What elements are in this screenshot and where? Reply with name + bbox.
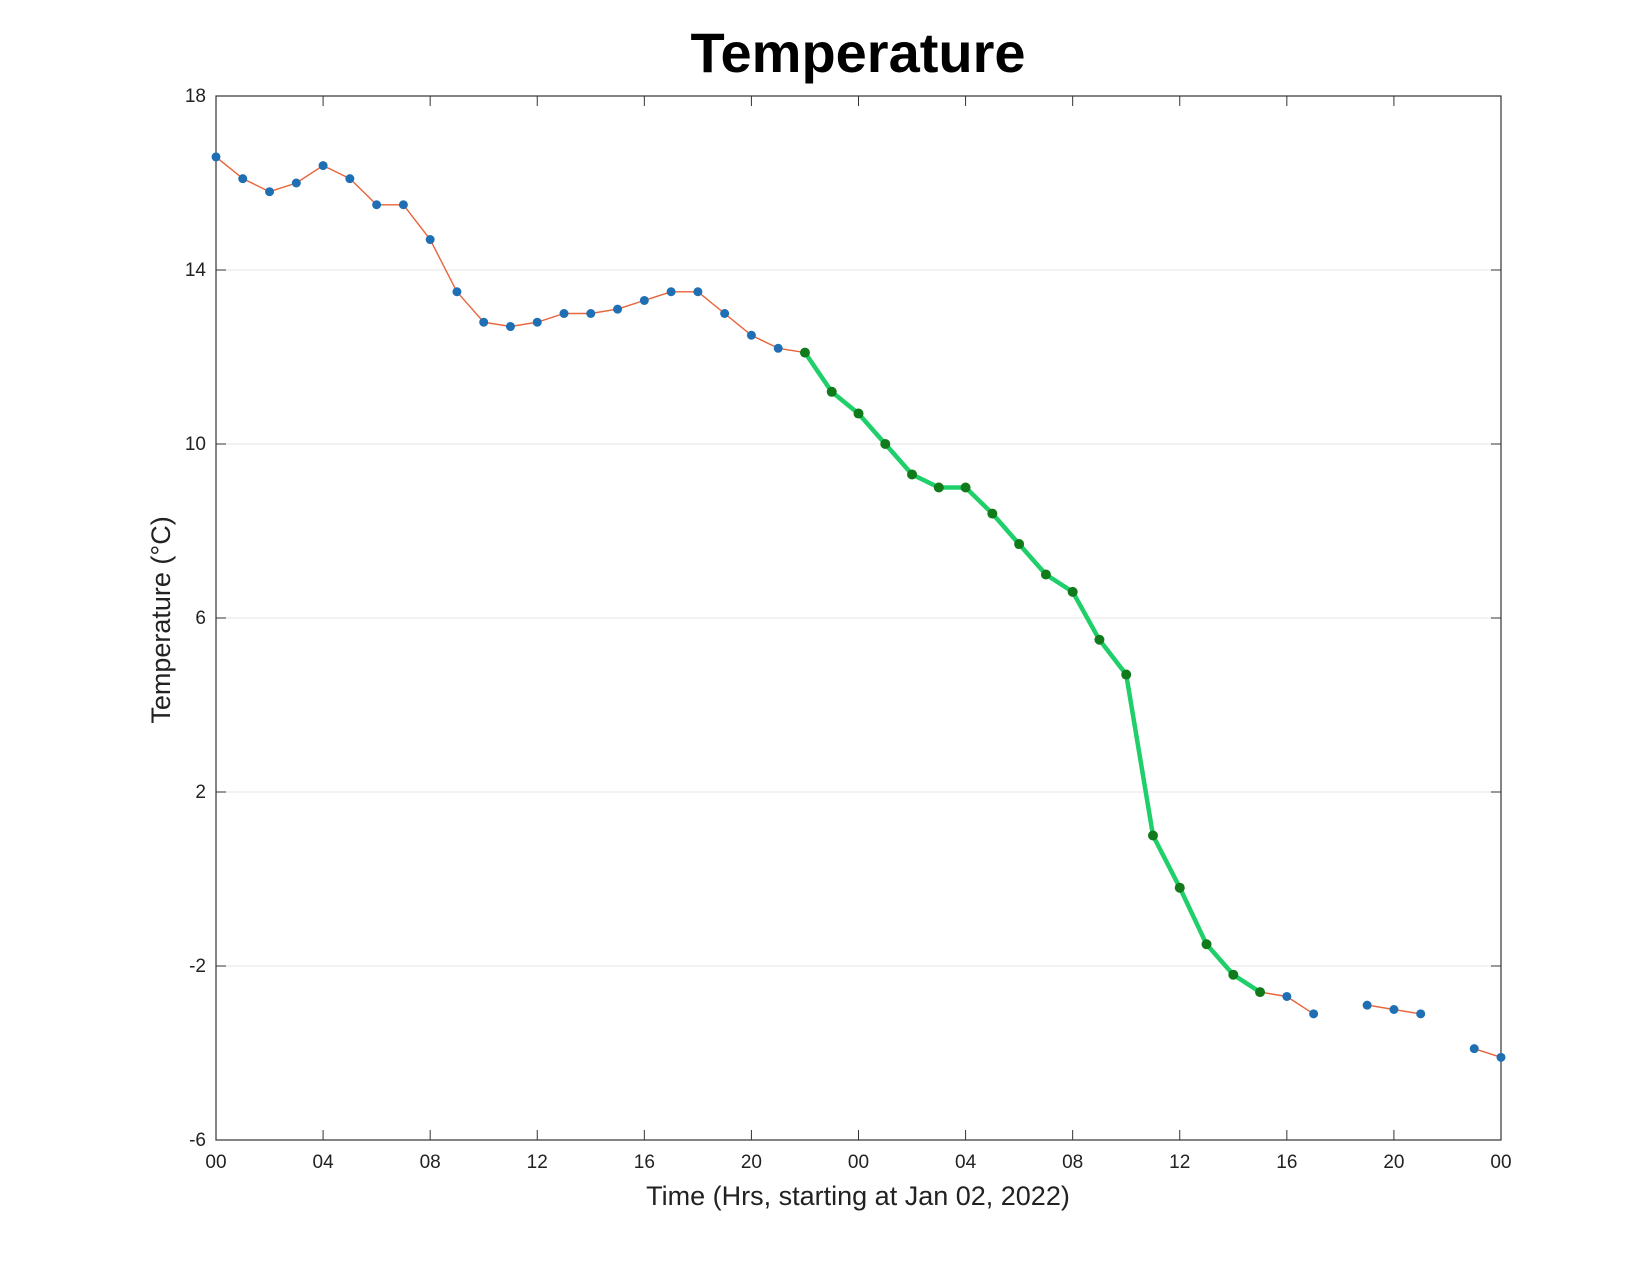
data-point: [773, 343, 783, 353]
highlight-point: [960, 482, 971, 493]
y-tick-label: -2: [189, 956, 206, 977]
highlight-point: [1014, 539, 1025, 550]
x-tick-label: 04: [955, 1152, 977, 1173]
x-tick-label: 16: [634, 1152, 655, 1173]
data-point: [559, 309, 569, 318]
chart-title: Temperature: [690, 21, 1025, 84]
highlight-point: [1121, 669, 1132, 680]
series-line: [215, 156, 1314, 1015]
data-point: [1496, 1052, 1506, 1062]
data-point: [1469, 1044, 1479, 1054]
y-axis-label: Temperature (°C): [146, 516, 176, 723]
data-point: [639, 295, 649, 305]
data-point: [586, 309, 596, 318]
y-tick-label: 14: [185, 260, 207, 281]
data-point: [452, 287, 462, 297]
highlight-point: [799, 347, 810, 358]
x-tick-label: 20: [741, 1152, 762, 1173]
highlight-point: [987, 508, 998, 519]
highlight-point: [880, 439, 891, 449]
grid-lines: [216, 269, 1501, 967]
data-point: [425, 235, 435, 245]
data-point: [532, 317, 542, 327]
highlight-point: [1201, 939, 1212, 950]
x-tick-label: 00: [1490, 1152, 1511, 1173]
highlight-point: [1067, 586, 1078, 597]
x-axis-label: Time (Hrs, starting at Jan 02, 2022): [646, 1181, 1070, 1211]
data-point: [505, 322, 515, 332]
data-point: [720, 309, 730, 318]
axis-ticks: -6 -2 2 6 10 14 18 00 04 08 12 16 20 00 04 08 12 16 20 00: [185, 86, 1512, 1173]
data-point: [398, 200, 408, 210]
data-point: [613, 304, 623, 314]
highlight-point: [826, 386, 837, 397]
data-point: [318, 161, 328, 171]
x-tick-label: 20: [1383, 1152, 1404, 1173]
temperature-series: [211, 152, 1506, 1062]
data-point: [345, 174, 355, 184]
x-tick-label: 16: [1276, 1152, 1297, 1173]
x-tick-label: 00: [848, 1152, 869, 1173]
highlight-point: [1094, 634, 1105, 645]
y-tick-label: -6: [189, 1130, 206, 1151]
x-tick-label: 12: [1169, 1152, 1190, 1173]
x-tick-label: 04: [313, 1152, 335, 1173]
series-layer: [211, 152, 1506, 1062]
highlight-point: [1174, 882, 1185, 893]
data-point: [211, 152, 221, 162]
series-line: [1473, 1048, 1502, 1058]
highlight-point: [1147, 830, 1158, 841]
highlight-series: [799, 347, 1266, 998]
y-tick-label: 10: [185, 434, 206, 455]
data-point: [238, 174, 248, 184]
highlight-point: [933, 482, 944, 493]
data-point: [291, 178, 301, 188]
highlight-point: [853, 408, 864, 419]
x-tick-label: 12: [527, 1152, 548, 1173]
data-point: [746, 330, 756, 340]
data-point: [372, 200, 382, 210]
data-point: [693, 287, 703, 297]
x-tick-label: 08: [1062, 1152, 1083, 1173]
highlight-point: [1255, 987, 1266, 998]
highlight-point: [1228, 969, 1239, 980]
x-tick-label: 00: [205, 1152, 226, 1173]
highlight-point: [907, 469, 918, 480]
data-point: [479, 317, 489, 327]
highlight-point: [1040, 569, 1051, 580]
highlight-line: [803, 351, 1262, 994]
data-point: [1362, 1000, 1372, 1010]
y-tick-label: 6: [195, 608, 206, 629]
data-point: [1389, 1005, 1399, 1014]
data-point: [1282, 991, 1292, 1001]
y-tick-label: 2: [195, 782, 206, 803]
data-point: [265, 187, 275, 197]
y-tick-label: 18: [185, 86, 206, 107]
data-point: [1416, 1009, 1426, 1019]
data-point: [1309, 1009, 1319, 1019]
data-point: [666, 287, 676, 297]
x-tick-label: 08: [420, 1152, 441, 1173]
